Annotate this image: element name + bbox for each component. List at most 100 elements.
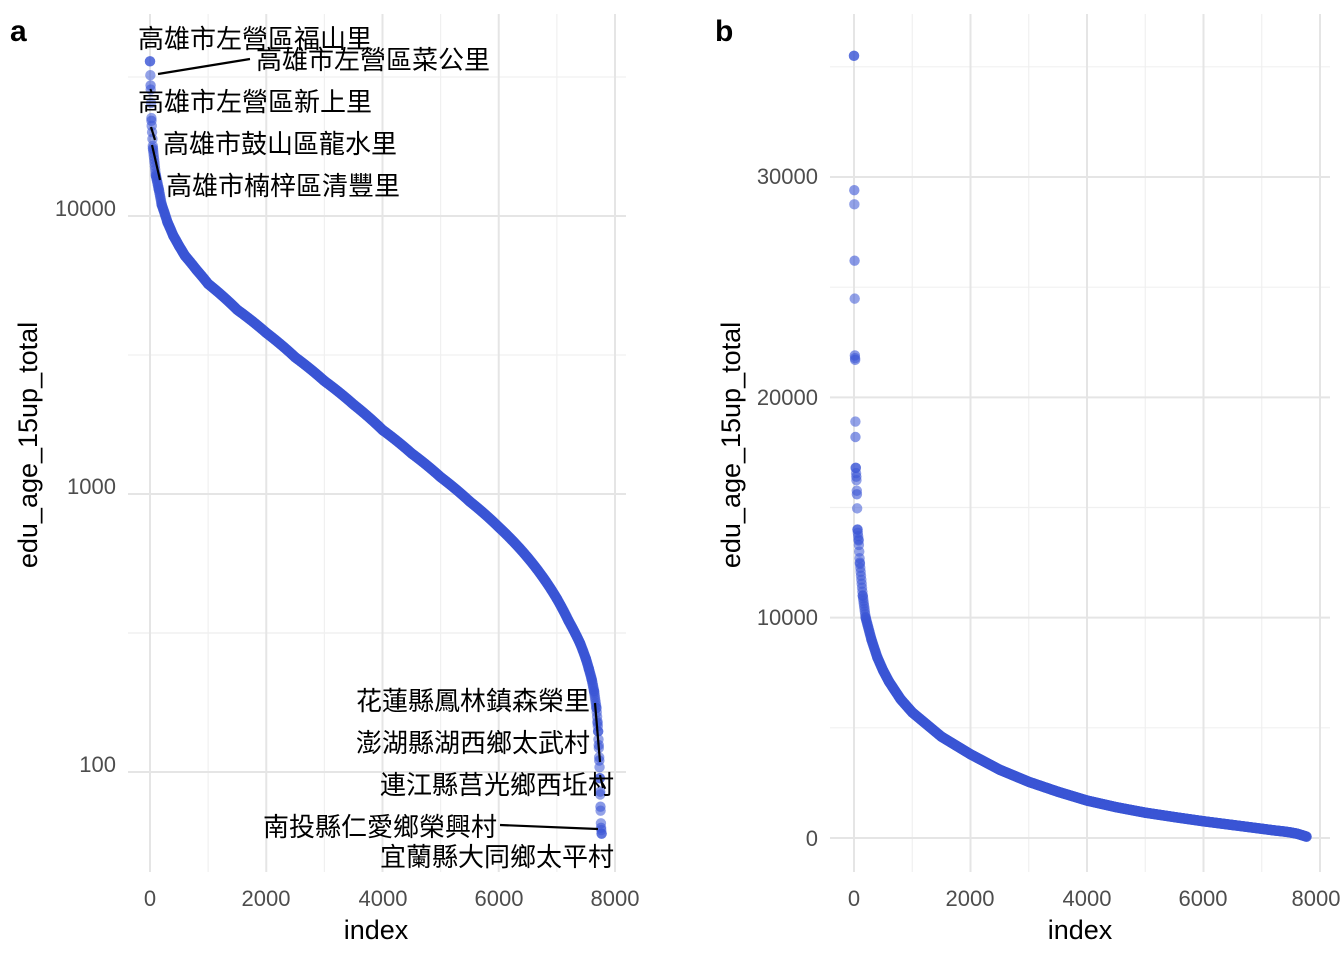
panel-a-point — [348, 399, 359, 410]
panel-a-ylabel: edu_age_15up_total — [13, 322, 43, 568]
panel-a-xtick-8000: 8000 — [591, 886, 640, 911]
panel-b-points — [848, 50, 1312, 842]
panel-b-point — [994, 764, 1005, 775]
annotation-taiwu: 澎湖縣湖西鄉太武村 — [356, 729, 590, 759]
panel-b-point — [852, 524, 863, 535]
panel-b-point — [1110, 801, 1122, 813]
panel-a-ytick-100: 100 — [79, 752, 116, 777]
panel-b-xtick-0: 0 — [848, 886, 860, 911]
panel-b-point — [895, 693, 906, 705]
panel-b-point — [849, 185, 860, 196]
panel-a-point — [583, 663, 595, 675]
annotation-rongxing: 南投縣仁愛鄉榮興村 — [263, 813, 497, 843]
annotation-longshui: 高雄市鼓山區龍水里 — [163, 130, 397, 160]
panel-a-point — [574, 638, 586, 649]
panel-a-leaders — [149, 57, 605, 831]
panel-b-xtick-8000: 8000 — [1292, 886, 1341, 911]
panel-b-letter: b — [715, 15, 733, 48]
panel-b-point — [1256, 823, 1267, 834]
panel-a-point — [493, 521, 504, 533]
panel-a-point — [168, 230, 179, 241]
panel-b-xtick-4000: 4000 — [1063, 886, 1112, 911]
leader-xiqiu — [598, 774, 605, 789]
panel-a-point — [179, 250, 191, 261]
leader-senrong — [593, 702, 602, 763]
annotation-caigong: 高雄市左營區菜公里 — [256, 46, 490, 76]
panel-a-point — [596, 828, 607, 839]
panel-a-points — [144, 56, 607, 839]
leader-rongxing — [499, 823, 599, 831]
panel-a-point — [146, 115, 157, 127]
panel-b-point — [1169, 811, 1180, 823]
panel-a-point — [191, 264, 202, 276]
panel-a-xtick-4000: 4000 — [359, 886, 408, 911]
panel-a-point — [594, 786, 606, 797]
panel-b-point — [1268, 825, 1279, 836]
panel-a-point — [261, 327, 272, 339]
panel-b-point — [850, 431, 861, 443]
annotation-taiping: 宜蘭縣大同鄉太平村 — [380, 843, 614, 873]
panel-b-point — [1301, 831, 1312, 842]
panel-b-point — [1140, 807, 1151, 818]
panel-b-ytick-10000: 10000 — [757, 605, 818, 630]
panel-b-ytick-20000: 20000 — [757, 385, 818, 410]
panel-a-letter: a — [10, 15, 27, 48]
panel-b-point — [1227, 819, 1238, 831]
panel-b-point — [860, 612, 871, 623]
annotation-fushan: 高雄市左營區福山里 — [138, 25, 372, 55]
annotation-xiqiu: 連江縣莒光鄉西坵村 — [380, 771, 614, 801]
panel-b-point — [1052, 786, 1064, 797]
panel-b-point — [850, 416, 861, 427]
panel-b-point — [848, 50, 860, 62]
panel-b-xtick-6000: 6000 — [1179, 886, 1228, 911]
panel-a-ytick-1000: 1000 — [67, 474, 116, 499]
panel-b: b 0 10000 20000 30000 0 2000 4000 6000 8… — [715, 14, 1340, 945]
panel-b-point — [883, 676, 895, 687]
panel-a-point — [173, 240, 185, 252]
panel-b-point — [866, 634, 877, 645]
panel-a: a 100 1000 10000 0 2000 4000 6000 8000 i… — [10, 14, 639, 945]
panel-a-point — [144, 56, 156, 67]
panel-b-grid — [830, 14, 1330, 872]
panel-a-point — [162, 216, 173, 228]
panel-a-xtick-0: 0 — [144, 886, 156, 911]
panel-a-xtick-6000: 6000 — [475, 886, 524, 911]
panel-b-point — [853, 535, 864, 546]
panel-a-point — [145, 97, 157, 109]
panel-a-xtick-2000: 2000 — [242, 886, 291, 911]
panel-a-point — [290, 352, 301, 363]
panel-b-point — [1081, 795, 1093, 806]
annotation-xinshang: 高雄市左營區新上里 — [138, 88, 372, 118]
panel-b-point — [851, 489, 863, 500]
panel-a-point — [231, 304, 243, 315]
panel-b-ytick-30000: 30000 — [757, 164, 818, 189]
panel-b-point — [1198, 816, 1209, 827]
leader-longshui — [149, 126, 157, 141]
panel-b-point — [850, 462, 861, 474]
panel-b-xtick-2000: 2000 — [946, 886, 995, 911]
panel-b-point — [851, 503, 863, 514]
panel-b-point — [849, 255, 860, 266]
panel-b-point — [907, 707, 918, 718]
panel-b-point — [936, 731, 947, 742]
panel-a-point — [145, 80, 156, 91]
panel-b-point — [965, 749, 976, 760]
panel-a-point — [145, 69, 156, 81]
panel-a-point — [563, 615, 574, 626]
panel-a-point — [580, 653, 592, 665]
panel-b-xlabel: index — [1048, 915, 1113, 945]
panel-b-point — [851, 471, 862, 482]
panel-a-point — [153, 183, 164, 195]
panel-a-point — [377, 424, 388, 436]
panel-b-ytick-0: 0 — [806, 826, 818, 851]
panel-a-point — [202, 278, 214, 290]
panel-b-ylabel: edu_age_15up_total — [716, 322, 746, 568]
panel-a-point — [435, 471, 446, 483]
panel-a-xlabel: index — [344, 915, 409, 945]
panel-a-point — [586, 674, 597, 685]
panel-b-point — [1023, 776, 1034, 788]
annotation-senrong: 花蓮縣鳳林鎮森榮里 — [356, 687, 590, 717]
panel-b-point — [854, 557, 866, 568]
panel-a-grid — [128, 14, 626, 872]
